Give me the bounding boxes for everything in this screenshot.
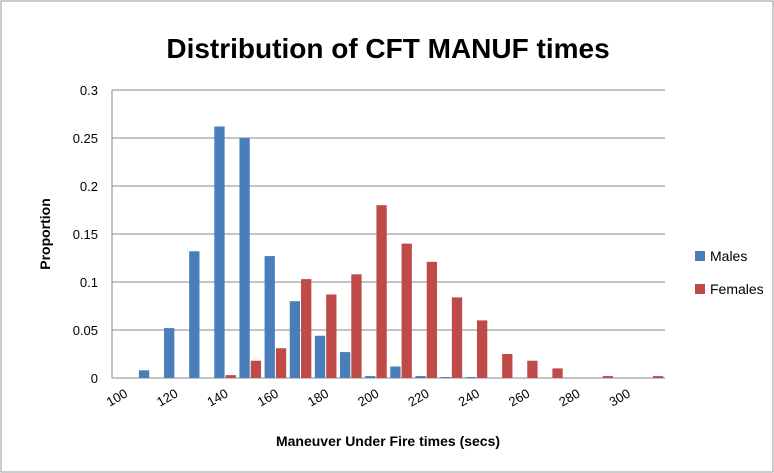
bar <box>390 366 401 378</box>
bar <box>365 376 376 378</box>
bar <box>465 377 476 378</box>
legend-swatch <box>695 251 705 261</box>
bar <box>401 243 412 378</box>
bar <box>301 279 312 378</box>
y-tick-label: 0.05 <box>73 323 98 338</box>
legend-label: Females <box>710 281 764 297</box>
bar <box>376 205 387 378</box>
bar <box>440 377 451 378</box>
bar <box>289 301 301 378</box>
bar <box>527 360 538 378</box>
bar <box>164 328 175 378</box>
y-tick-label: 0.25 <box>73 131 98 146</box>
x-axis-title: Maneuver Under Fire times (secs) <box>276 433 500 449</box>
y-tick-label: 0.15 <box>73 227 98 242</box>
chart-title: Distribution of CFT MANUF times <box>166 33 609 64</box>
legend-swatch <box>695 284 705 294</box>
bar <box>314 335 326 378</box>
bar <box>351 274 362 378</box>
bar <box>426 261 438 378</box>
y-tick-label: 0 <box>91 371 98 386</box>
legend-label: Males <box>710 248 747 264</box>
y-tick-label: 0.3 <box>80 83 98 98</box>
bar <box>138 370 150 378</box>
bar <box>250 360 262 378</box>
bar <box>451 297 463 378</box>
bar <box>502 354 513 378</box>
bar <box>476 320 488 378</box>
bar <box>602 376 613 378</box>
bar <box>339 352 351 378</box>
y-axis-title: Proportion <box>37 198 53 270</box>
bar <box>214 126 225 378</box>
bar <box>326 294 337 378</box>
bar <box>189 251 200 378</box>
bar <box>264 256 275 378</box>
y-tick-label: 0.1 <box>80 275 98 290</box>
bar <box>225 375 236 378</box>
bar <box>552 368 563 378</box>
bar <box>415 376 426 378</box>
bar <box>239 138 250 378</box>
y-tick-label: 0.2 <box>80 179 98 194</box>
bar <box>275 348 287 378</box>
bar <box>652 376 664 378</box>
